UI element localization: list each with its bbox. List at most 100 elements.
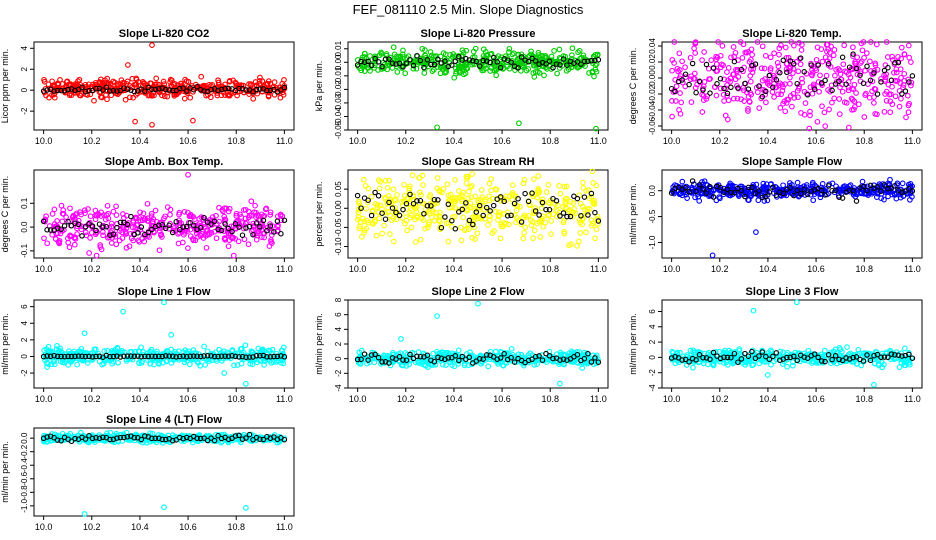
x-tick-label: 10.4 xyxy=(131,522,149,532)
chart-title: Slope Amb. Box Temp. xyxy=(105,156,224,168)
data-point xyxy=(746,58,753,65)
reference-point xyxy=(885,64,891,71)
data-point xyxy=(488,176,495,182)
y-axis-label: ml/min per min. xyxy=(314,313,324,375)
reference-point xyxy=(773,77,780,83)
data-point xyxy=(874,111,880,118)
data-point xyxy=(881,108,888,115)
data-point xyxy=(148,80,155,87)
outlier-point xyxy=(557,380,563,387)
data-point xyxy=(819,103,825,110)
y-axis-label: percent per min. xyxy=(314,181,324,246)
reference-point xyxy=(588,57,595,64)
y-tick-label: 8 xyxy=(334,297,343,302)
y-tick-label: 2 xyxy=(334,341,343,346)
data-point xyxy=(855,101,862,108)
data-point xyxy=(688,76,694,83)
x-tick-label: 10.6 xyxy=(807,136,825,146)
reference-point xyxy=(790,61,797,67)
data-point xyxy=(417,59,424,66)
reference-point xyxy=(456,54,462,60)
data-point xyxy=(497,235,504,242)
data-point xyxy=(442,69,449,76)
data-point xyxy=(679,58,685,65)
reference-point xyxy=(829,87,835,94)
x-tick-label: 11.0 xyxy=(276,136,293,146)
data-point xyxy=(823,72,830,79)
data-point xyxy=(784,96,790,103)
data-point xyxy=(204,348,211,355)
data-point xyxy=(754,89,761,96)
data-point xyxy=(871,86,878,92)
data-point xyxy=(238,82,245,89)
data-point xyxy=(514,57,521,64)
data-point xyxy=(841,42,848,49)
reference-point xyxy=(581,58,588,65)
data-point xyxy=(874,66,881,73)
reference-point xyxy=(815,62,821,68)
x-tick-label: 10.6 xyxy=(179,136,197,146)
data-point xyxy=(531,74,538,80)
data-point xyxy=(242,206,249,213)
data-point xyxy=(536,52,542,58)
data-point xyxy=(775,63,782,70)
reference-point xyxy=(253,86,260,93)
reference-point xyxy=(797,55,804,61)
data-point xyxy=(720,62,726,69)
reference-point xyxy=(54,87,61,94)
data-point xyxy=(443,362,449,368)
data-point xyxy=(883,88,890,95)
data-point xyxy=(394,192,400,198)
x-tick-label: 10.0 xyxy=(349,394,367,404)
data-point xyxy=(848,95,855,102)
data-point xyxy=(725,97,732,104)
data-point xyxy=(400,47,406,54)
data-point xyxy=(850,106,857,113)
reference-point xyxy=(731,58,738,65)
x-tick-label: 10.2 xyxy=(397,136,415,146)
y-tick-label: 0 xyxy=(648,355,657,360)
outlier-point xyxy=(516,120,522,127)
data-point xyxy=(225,243,232,250)
data-point xyxy=(898,44,905,51)
data-point xyxy=(677,90,683,96)
reference-point xyxy=(93,85,99,92)
x-tick-label: 10.8 xyxy=(227,394,245,404)
data-point xyxy=(238,360,245,367)
y-tick-label: -0.6 xyxy=(20,471,29,485)
data-point xyxy=(122,96,129,103)
data-point xyxy=(887,109,894,116)
data-point xyxy=(569,45,576,52)
x-tick-label: 10.2 xyxy=(83,136,101,146)
data-point xyxy=(901,345,908,352)
data-point xyxy=(811,83,817,89)
x-tick-label: 10.0 xyxy=(663,394,681,404)
data-point xyxy=(854,54,860,61)
reference-point xyxy=(672,88,678,95)
data-point xyxy=(904,92,911,99)
x-tick-label: 10.0 xyxy=(35,522,53,532)
data-point xyxy=(413,208,420,215)
data-point xyxy=(387,231,393,237)
data-point xyxy=(762,52,769,59)
data-point xyxy=(531,227,538,234)
reference-point xyxy=(857,72,863,78)
data-point xyxy=(782,44,789,51)
data-point xyxy=(812,65,819,72)
data-point xyxy=(819,58,826,65)
data-point xyxy=(81,207,88,214)
x-tick-label: 10.4 xyxy=(445,264,463,274)
outlier-point xyxy=(93,252,100,259)
data-point xyxy=(429,68,436,74)
data-point xyxy=(486,180,493,187)
reference-point xyxy=(724,90,731,97)
y-tick-label: 4 xyxy=(334,327,343,332)
data-point xyxy=(731,53,737,60)
y-tick-label: 0 xyxy=(334,356,343,361)
data-point xyxy=(786,68,793,74)
data-point xyxy=(277,94,284,101)
data-point xyxy=(898,74,904,81)
data-point xyxy=(809,90,816,97)
